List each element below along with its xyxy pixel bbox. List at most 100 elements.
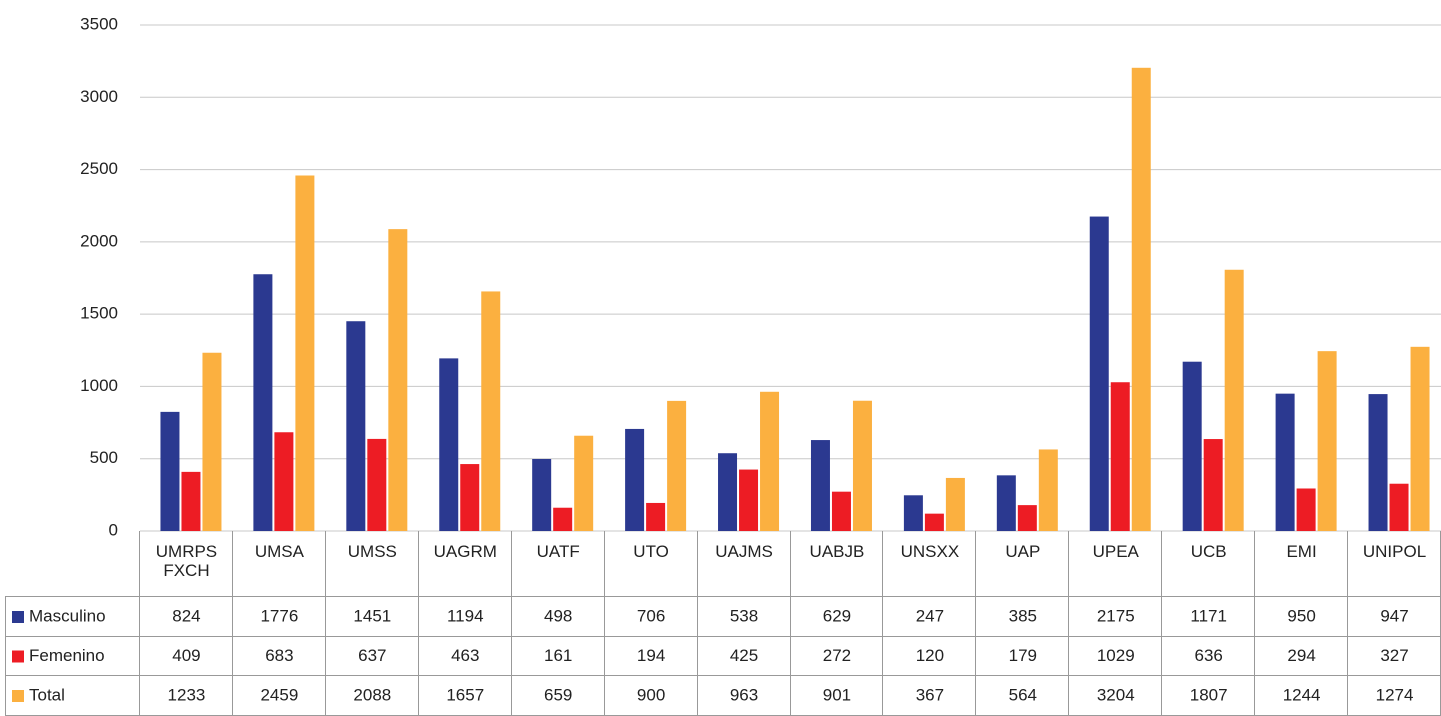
bar — [574, 435, 594, 531]
bar — [1275, 393, 1295, 531]
bar — [160, 411, 180, 531]
bar — [852, 400, 872, 531]
table-value: 963 — [730, 685, 758, 704]
legend-swatch — [12, 690, 24, 702]
table-value: 247 — [916, 606, 944, 625]
table-value: 1194 — [447, 606, 484, 625]
table-value: 1451 — [353, 606, 391, 625]
legend-swatch — [12, 650, 24, 663]
bar — [1017, 505, 1037, 531]
bar — [274, 432, 294, 531]
y-tick-label: 2500 — [80, 159, 118, 178]
x-tick-label: UMRPS FXCH — [155, 542, 218, 580]
table-value: 3204 — [1097, 685, 1135, 704]
x-tick-label: UAP — [1005, 542, 1041, 561]
y-tick-label: 3500 — [80, 14, 118, 33]
bar — [739, 469, 759, 531]
bar — [439, 358, 459, 531]
x-tick-label: UABJB — [809, 542, 865, 561]
bar — [1296, 488, 1316, 531]
bar — [388, 229, 408, 531]
table-value: 564 — [1009, 685, 1037, 704]
bar — [1224, 269, 1244, 531]
table-value: 706 — [637, 606, 665, 625]
table-value: 2088 — [353, 685, 391, 704]
bar — [1410, 346, 1430, 531]
table-value: 901 — [823, 685, 851, 704]
bar — [903, 495, 923, 531]
x-tick-label: UAJMS — [715, 542, 773, 561]
table-value: 161 — [544, 646, 572, 665]
table-value: 947 — [1380, 606, 1408, 625]
bar — [346, 321, 366, 531]
bar — [810, 440, 830, 531]
y-tick-label: 2000 — [80, 231, 118, 250]
bar — [481, 291, 501, 531]
bar — [667, 400, 687, 531]
table-value: 538 — [730, 606, 758, 625]
y-tick-label: 500 — [90, 448, 118, 467]
table-value: 2175 — [1097, 606, 1135, 625]
table-value: 409 — [172, 646, 200, 665]
bar — [945, 477, 965, 531]
y-tick-label: 0 — [109, 520, 118, 539]
bar — [1038, 449, 1058, 531]
table-value: 683 — [265, 646, 293, 665]
bar — [367, 438, 387, 531]
bar — [1203, 439, 1223, 531]
table-value: 1657 — [446, 685, 484, 704]
bar — [996, 475, 1016, 531]
bar — [1131, 67, 1151, 531]
table-value: 637 — [358, 646, 386, 665]
table-value: 950 — [1287, 606, 1315, 625]
table-value: 1274 — [1376, 685, 1414, 704]
bar — [1110, 382, 1130, 531]
bar — [1317, 351, 1337, 531]
bar — [646, 502, 666, 531]
table-value: 1776 — [260, 606, 298, 625]
bar — [760, 391, 780, 531]
bar — [1368, 394, 1388, 531]
bar — [553, 507, 573, 531]
table-value: 194 — [637, 646, 665, 665]
table-value: 385 — [1009, 606, 1037, 625]
x-tick-label: UNSXX — [900, 542, 960, 561]
bar — [295, 175, 315, 532]
table-value: 900 — [637, 685, 665, 704]
y-tick-label: 1000 — [80, 376, 118, 395]
bar — [924, 513, 944, 531]
bar — [625, 428, 645, 531]
bar — [532, 459, 552, 531]
table-value: 659 — [544, 685, 572, 704]
x-tick-label: UTO — [633, 542, 669, 561]
bar — [831, 491, 851, 531]
table-value: 1807 — [1190, 685, 1228, 704]
x-tick-label: EMI — [1286, 542, 1317, 561]
table-value: 498 — [544, 606, 572, 625]
y-tick-label: 3000 — [80, 87, 118, 106]
table-value: 1233 — [168, 685, 206, 704]
x-tick-label: UMSA — [254, 542, 304, 561]
bar — [460, 464, 480, 531]
table-value: 1029 — [1097, 646, 1135, 665]
table-value: 367 — [916, 685, 944, 704]
bar — [202, 352, 222, 531]
table-value: 1171 — [1190, 606, 1227, 625]
x-tick-label: UMSS — [347, 542, 397, 561]
table-value: 2459 — [260, 685, 298, 704]
x-tick-label: UPEA — [1092, 542, 1139, 561]
x-tick-label: UATF — [536, 542, 580, 561]
x-tick-label: UCB — [1190, 542, 1227, 561]
table-value: 179 — [1009, 646, 1037, 665]
table-value: 463 — [451, 646, 479, 665]
table-value: 629 — [823, 606, 851, 625]
legend-label: Total — [29, 685, 65, 704]
x-tick-label: UAGRM — [433, 542, 497, 561]
bar — [181, 471, 201, 531]
table-value: 636 — [1194, 646, 1222, 665]
table-value: 824 — [172, 606, 200, 625]
table-value: 425 — [730, 646, 758, 665]
table-value: 272 — [823, 646, 851, 665]
